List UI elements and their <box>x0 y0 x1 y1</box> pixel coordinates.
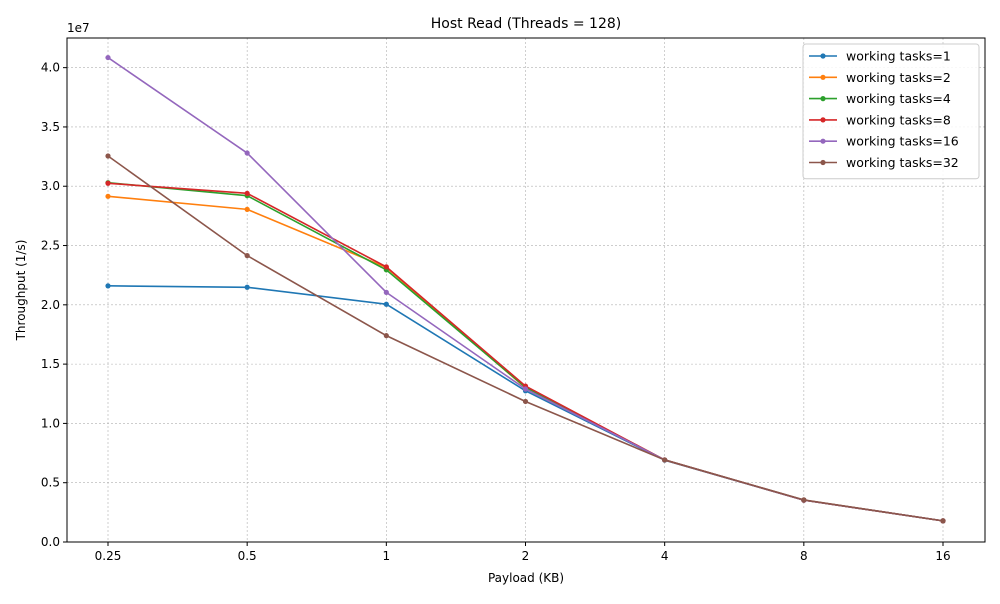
legend-entry-label: working tasks=1 <box>846 49 951 64</box>
legend-swatch-marker <box>820 53 826 59</box>
y-tick-label: 0.5 <box>41 476 60 490</box>
legend-entry-label: working tasks=16 <box>846 134 959 149</box>
legend-entry-label: working tasks=32 <box>846 155 959 170</box>
chart-title: Host Read (Threads = 128) <box>431 16 621 32</box>
legend-entry-label: working tasks=4 <box>846 91 951 106</box>
y-axis-label: Throughput (1/s) <box>14 240 28 342</box>
legend-swatch-marker <box>820 74 826 80</box>
y-tick-label: 3.0 <box>41 179 60 193</box>
data-point <box>522 398 529 405</box>
y-tick-label: 2.0 <box>41 298 60 312</box>
data-point <box>105 193 111 199</box>
y-tick-label: 2.5 <box>41 239 60 253</box>
axis-ticks: 0.25 0.5 1 2 4 8 16 0.0 0.5 1.0 1.5 2.0 2.5 3.0 3.5 4.0 <box>41 61 951 563</box>
x-axis-label: Payload (KB) <box>488 571 564 585</box>
legend-swatch-marker <box>820 117 826 123</box>
y-tick-label: 3.5 <box>41 120 60 134</box>
y-axis-offset-label: 1e7 <box>67 21 90 35</box>
legend-swatch-marker <box>820 159 826 166</box>
data-point <box>383 301 389 307</box>
data-point <box>383 264 389 270</box>
legend: working tasks=1 working tasks=2 working ta… <box>802 43 980 180</box>
series-lines <box>105 54 946 524</box>
data-point <box>244 150 250 156</box>
data-point <box>244 190 250 196</box>
legend-box <box>802 43 980 180</box>
y-tick-label: 4.0 <box>41 61 60 75</box>
x-tick-label: 16 <box>935 549 950 563</box>
x-tick-label: 2 <box>522 549 530 563</box>
data-point <box>383 289 389 295</box>
x-tick-label: 8 <box>800 549 808 563</box>
data-point <box>244 206 250 212</box>
y-tick-label: 0.0 <box>41 535 60 549</box>
x-tick-label: 4 <box>661 549 669 563</box>
legend-entry-label: working tasks=8 <box>846 112 951 127</box>
legend-entry-label: working tasks=2 <box>846 70 951 85</box>
data-point <box>383 333 389 339</box>
data-point <box>105 153 111 159</box>
x-tick-label: 0.25 <box>95 549 122 563</box>
data-point <box>801 497 807 503</box>
x-tick-label: 1 <box>383 549 391 563</box>
data-point <box>105 283 111 289</box>
data-point <box>940 518 946 524</box>
y-tick-label: 1.5 <box>41 357 60 371</box>
data-point <box>244 284 250 290</box>
data-point <box>105 180 111 186</box>
data-point <box>522 386 529 392</box>
y-tick-label: 1.0 <box>41 416 60 430</box>
x-tick-label: 0.5 <box>238 549 257 563</box>
legend-swatch-marker <box>820 138 826 144</box>
data-point <box>105 54 111 61</box>
data-point <box>244 253 250 259</box>
legend-swatch-marker <box>820 96 826 102</box>
data-point <box>662 457 668 463</box>
